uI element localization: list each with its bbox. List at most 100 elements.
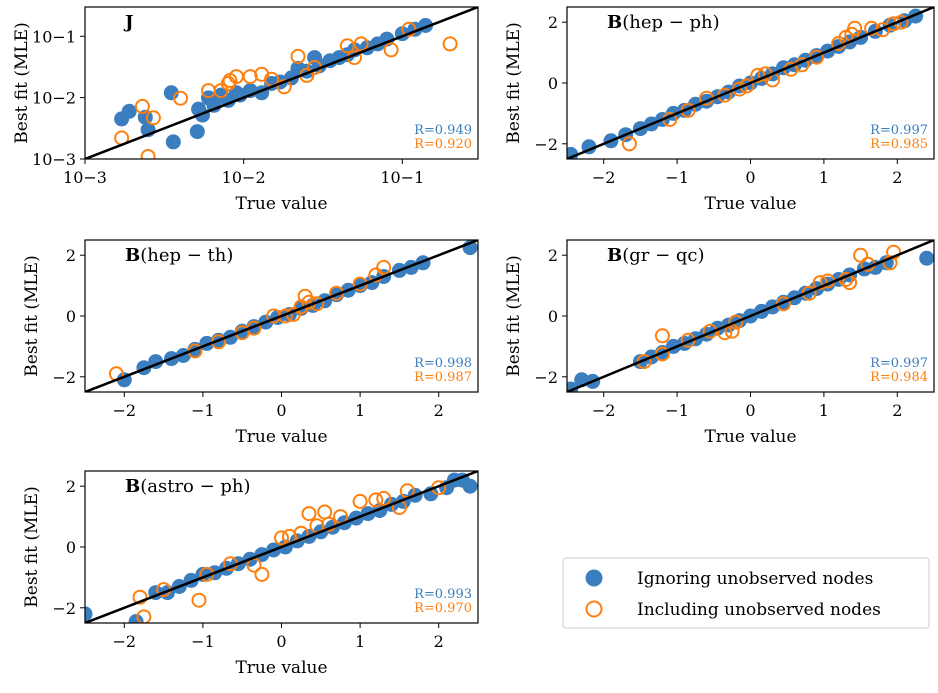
- axes-frame: [84, 6, 479, 160]
- r-value-including: R=0.985: [870, 137, 928, 152]
- y-tick-label: 2: [66, 246, 76, 265]
- y-axis-label: Best fit (MLE): [12, 22, 32, 143]
- x-tick-label: −1: [665, 168, 689, 187]
- x-tick-label: 10−2: [222, 168, 266, 187]
- data-point: [750, 67, 766, 83]
- y-tick-label: 0: [66, 538, 76, 557]
- x-tick-label: 10−3: [63, 168, 107, 187]
- x-axis-label: True value: [704, 194, 796, 214]
- y-tick-label: −2: [534, 135, 558, 154]
- data-point: [919, 250, 934, 266]
- data-point: [254, 566, 270, 582]
- data-point: [853, 247, 869, 263]
- panel-title: B(hep − th): [125, 245, 233, 266]
- data-point: [290, 48, 306, 64]
- legend-label-ignoring: Ignoring unobserved nodes: [637, 569, 873, 589]
- data-point: [173, 90, 188, 106]
- y-tick-label: 0: [548, 74, 558, 93]
- panel-hep-th: −2 −1 0 1 2 −2 0 2 True value Best fit (MLE) B(hep…: [22, 239, 479, 447]
- data-point: [352, 493, 368, 509]
- r-value-including: R=0.984: [870, 370, 928, 385]
- x-axis-label: True value: [235, 194, 327, 214]
- x-tick-label: −2: [592, 168, 616, 187]
- legend-label-including: Including unobserved nodes: [637, 600, 881, 620]
- y-tick-label: 10−3: [32, 150, 76, 169]
- y-tick-label: 10−1: [32, 27, 76, 46]
- data-point: [882, 255, 898, 271]
- data-point: [847, 20, 863, 36]
- y-tick-label: −2: [534, 368, 558, 387]
- r-value-ignoring: R=0.949: [414, 123, 472, 138]
- panel-hep-ph: −2 −1 0 1 2 −2 0 2 True value Best fit (MLE) B(hep…: [504, 6, 935, 214]
- y-tick-label: 2: [548, 13, 558, 32]
- legend-frame: [562, 557, 930, 629]
- data-point: [274, 530, 289, 546]
- identity-line: [567, 240, 934, 392]
- x-tick-label: 2: [434, 401, 444, 420]
- x-tick-label: −2: [113, 401, 137, 420]
- plot-area: [567, 7, 934, 159]
- y-tick-label: 0: [66, 307, 76, 326]
- x-tick-label: −1: [665, 401, 689, 420]
- data-point: [886, 16, 902, 32]
- data-point: [812, 275, 828, 291]
- x-tick-label: 0: [276, 401, 286, 420]
- r-value-ignoring: R=0.993: [414, 587, 472, 602]
- y-axis-label: Best fit (MLE): [22, 255, 42, 376]
- data-point: [401, 21, 417, 37]
- data-point: [276, 79, 292, 95]
- r-value-ignoring: R=0.998: [414, 356, 472, 371]
- data-point: [376, 490, 392, 506]
- panel-gr-qc: −2 −1 0 1 2 −2 0 2 True value Best fit (MLE) B(gr …: [504, 239, 935, 447]
- x-tick-label: 0: [745, 168, 755, 187]
- series-including: [114, 21, 458, 159]
- x-tick-label: 2: [892, 168, 902, 187]
- data-point: [621, 136, 637, 152]
- data-point: [301, 506, 317, 522]
- x-tick-label: 1: [819, 401, 829, 420]
- data-point: [654, 328, 670, 344]
- data-point: [85, 606, 93, 622]
- y-axis-label: Best fit (MLE): [504, 255, 524, 376]
- y-tick-label: 2: [66, 477, 76, 496]
- r-value-ignoring: R=0.997: [870, 123, 928, 138]
- plot-area: [567, 240, 934, 392]
- x-tick-label: −2: [113, 632, 137, 651]
- x-tick-label: 2: [434, 632, 444, 651]
- panel-astro-ph: −2 −1 0 1 2 −2 0 2 True value Best fit (MLE) B(ast…: [22, 470, 479, 678]
- data-point: [339, 38, 355, 54]
- x-tick-label: 1: [355, 632, 365, 651]
- r-value-including: R=0.987: [414, 370, 472, 385]
- y-tick-label: 2: [548, 246, 558, 265]
- data-point: [121, 103, 137, 119]
- data-point: [864, 20, 880, 36]
- panel-J: 10−3 10−2 10−1 10−3 10−2 10−1 True value Best f…: [12, 6, 479, 214]
- data-point: [383, 42, 399, 58]
- identity-line: [85, 240, 478, 392]
- panel-title: B(gr − qc): [607, 245, 705, 266]
- data-point: [136, 609, 152, 623]
- data-point: [353, 36, 369, 52]
- legend-marker-ignoring: [585, 569, 603, 587]
- data-point: [462, 478, 478, 494]
- y-tick-label: −2: [52, 599, 76, 618]
- data-point: [189, 124, 205, 140]
- x-tick-label: 1: [819, 168, 829, 187]
- data-point: [317, 504, 333, 520]
- data-point: [376, 259, 392, 275]
- y-tick-label: 0: [548, 307, 558, 326]
- identity-line: [85, 471, 478, 623]
- data-point: [886, 244, 902, 260]
- data-point: [368, 267, 384, 283]
- panel-title: J: [123, 12, 134, 33]
- data-point: [442, 36, 458, 52]
- legend: Ignoring unobserved nodes Including unob…: [562, 557, 930, 629]
- plot-area: [85, 240, 478, 392]
- x-tick-label: −2: [592, 401, 616, 420]
- y-tick-label: 10−2: [32, 89, 76, 108]
- r-value-ignoring: R=0.997: [870, 356, 928, 371]
- legend-marker-including: [585, 600, 603, 618]
- y-axis-label: Best fit (MLE): [22, 486, 42, 607]
- data-point: [140, 149, 156, 159]
